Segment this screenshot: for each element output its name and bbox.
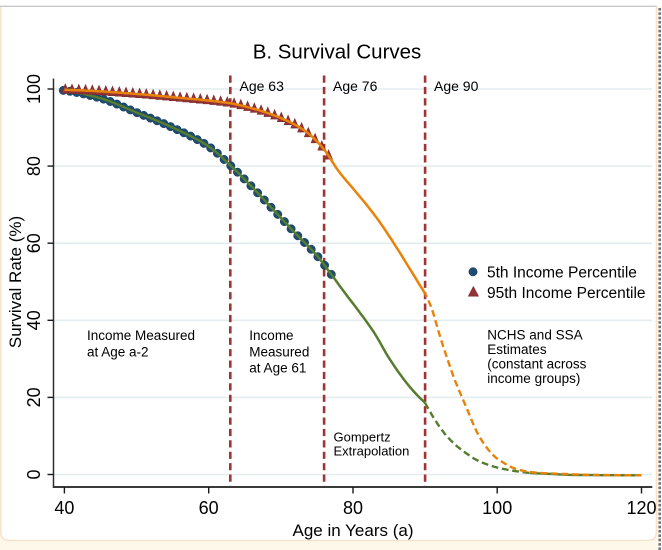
svg-text:5th Income Percentile: 5th Income Percentile xyxy=(487,265,637,282)
svg-text:120: 120 xyxy=(626,498,656,518)
svg-text:Age 63: Age 63 xyxy=(240,78,285,94)
svg-text:at Age 61: at Age 61 xyxy=(249,361,306,376)
svg-text:80: 80 xyxy=(24,156,44,176)
svg-text:at Age a-2: at Age a-2 xyxy=(87,344,149,359)
svg-text:Estimates: Estimates xyxy=(487,342,547,357)
svg-text:Age in Years (a): Age in Years (a) xyxy=(293,521,414,540)
svg-text:0: 0 xyxy=(24,469,44,479)
svg-text:60: 60 xyxy=(24,233,44,253)
svg-text:income groups): income groups) xyxy=(487,371,580,386)
svg-text:80: 80 xyxy=(343,498,363,518)
svg-text:Age 76: Age 76 xyxy=(333,78,378,94)
svg-text:B. Survival Curves: B. Survival Curves xyxy=(253,41,422,64)
svg-text:95th Income Percentile: 95th Income Percentile xyxy=(487,285,646,302)
svg-text:100: 100 xyxy=(24,74,44,104)
svg-text:Measured: Measured xyxy=(249,344,309,359)
svg-text:(constant across: (constant across xyxy=(487,357,586,372)
svg-text:Survival Rate (%): Survival Rate (%) xyxy=(6,216,25,348)
svg-text:20: 20 xyxy=(24,387,44,407)
svg-text:Income: Income xyxy=(249,328,293,343)
svg-text:Extrapolation: Extrapolation xyxy=(334,444,410,459)
svg-text:Gompertz: Gompertz xyxy=(334,430,391,445)
svg-text:100: 100 xyxy=(482,498,512,518)
svg-text:60: 60 xyxy=(199,498,219,518)
svg-text:40: 40 xyxy=(24,310,44,330)
svg-text:NCHS and SSA: NCHS and SSA xyxy=(487,328,582,343)
svg-text:Income Measured: Income Measured xyxy=(87,328,195,343)
svg-text:40: 40 xyxy=(54,498,74,518)
svg-text:Age 90: Age 90 xyxy=(434,78,479,94)
